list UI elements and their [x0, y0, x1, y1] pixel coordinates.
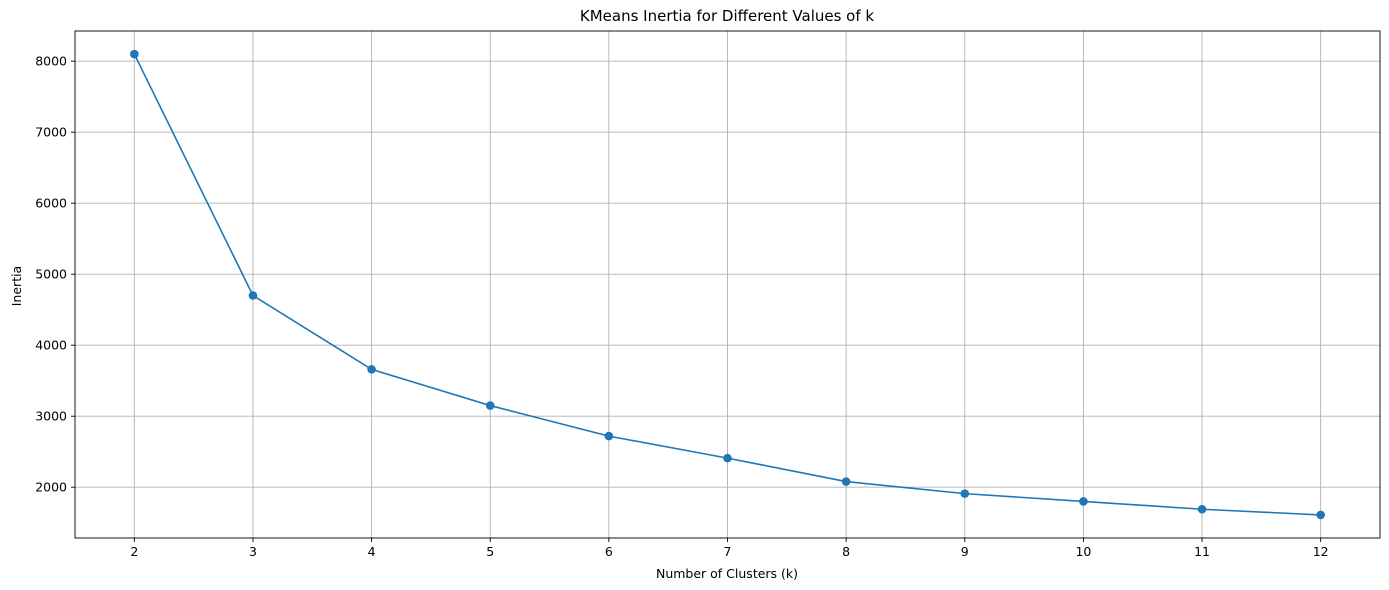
data-point	[248, 291, 258, 300]
y-tick-label: 8000	[35, 54, 67, 69]
x-tick-label: 4	[368, 544, 376, 559]
data-point	[367, 365, 376, 374]
y-axis-title: Inertia	[9, 266, 24, 306]
x-tick-label: 8	[842, 544, 850, 559]
series-line	[130, 49, 1325, 520]
x-tick-label: 9	[961, 544, 969, 559]
data-point	[1316, 510, 1325, 520]
y-tick-label: 3000	[35, 409, 67, 424]
data-point	[723, 453, 732, 463]
x-axis-ticks: 2 3 4 5 6 7 8 9 10 11 12	[130, 538, 1329, 559]
data-point	[604, 431, 614, 441]
x-tick-label: 6	[605, 544, 613, 559]
x-axis-title: Number of Clusters (k)	[656, 566, 798, 581]
x-tick-label: 10	[1075, 544, 1091, 559]
x-tick-label: 12	[1313, 544, 1329, 559]
y-tick-label: 7000	[35, 125, 67, 140]
y-tick-label: 5000	[35, 267, 67, 282]
x-tick-label: 11	[1194, 544, 1210, 559]
x-tick-label: 5	[486, 544, 494, 559]
y-tick-label: 2000	[35, 480, 67, 495]
y-tick-label: 6000	[35, 196, 67, 211]
data-point	[841, 477, 851, 486]
data-point	[1079, 497, 1088, 506]
y-axis-ticks: 2000 3000 4000 5000 6000 7000 8000	[35, 54, 75, 495]
data-point	[960, 489, 970, 498]
data-point	[1197, 504, 1207, 514]
data-point	[485, 401, 495, 410]
x-tick-label: 7	[724, 544, 732, 559]
grid-lines	[75, 31, 1380, 538]
data-point	[130, 49, 139, 59]
x-tick-label: 3	[249, 544, 257, 559]
x-tick-label: 2	[130, 544, 138, 559]
chart-title: KMeans Inertia for Different Values of k	[580, 7, 875, 25]
y-tick-label: 4000	[35, 338, 67, 353]
